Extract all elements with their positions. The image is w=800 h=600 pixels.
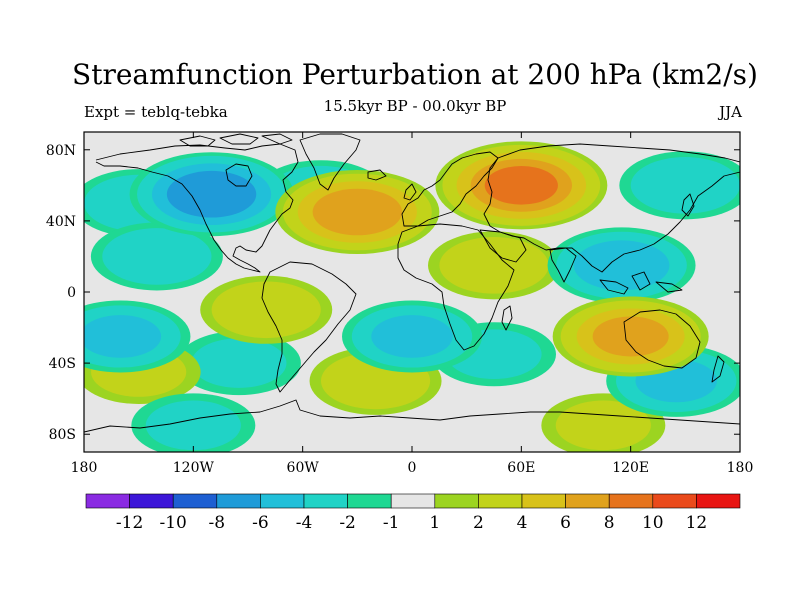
x-tick-label: 120W [173, 460, 215, 476]
anomaly-contour [84, 315, 162, 358]
anomaly-contour [166, 170, 257, 218]
colorbar-label: -8 [209, 513, 226, 533]
y-tick-label: 80N [46, 143, 76, 159]
coast-japan [681, 193, 695, 217]
colorbar-label: -10 [160, 513, 187, 533]
chart-subtitle: 15.5kyr BP - 00.0kyr BP [323, 97, 507, 115]
anomaly-contour [573, 240, 670, 291]
coast-south-america [261, 261, 357, 393]
y-tick-label: 0 [67, 285, 76, 301]
colorbar-label: -2 [339, 513, 356, 533]
anomaly-contour [371, 315, 453, 358]
colorbar-swatch [260, 493, 305, 509]
colorbar-label: -12 [116, 513, 143, 533]
colorbar-swatch [565, 493, 610, 509]
colorbar-label: 2 [473, 513, 484, 533]
colorbar-label: 6 [560, 513, 571, 533]
x-tick-label: 60W [287, 460, 320, 476]
axis-ticks: 180 120W 60W 0 60E 120E 180 80N 40N 0 40S 80S [46, 132, 753, 476]
coast-indonesia [599, 271, 683, 295]
x-tick-label: 180 [727, 460, 754, 476]
coast-hudson-bay [225, 163, 253, 187]
coast-iceland [367, 169, 387, 181]
anomaly-contour [191, 338, 287, 388]
colorbar-label: -6 [252, 513, 269, 533]
colorbar-swatch [390, 493, 436, 509]
colorbar-label: 4 [517, 513, 528, 533]
coast-africa [397, 223, 515, 351]
colorbar-label: -4 [296, 513, 313, 533]
anomaly-contour [145, 400, 241, 451]
season-label: JJA [719, 103, 742, 121]
anomaly-contour [484, 166, 558, 205]
experiment-label: Expt = teblq-tebka [84, 103, 228, 121]
coast-australia [623, 309, 701, 369]
coast-north-america [95, 143, 299, 273]
colorbar: -12 -10 -8 -6 -4 -2 -1 1 2 4 6 8 10 12 [85, 493, 741, 533]
colorbar-label: 12 [686, 513, 708, 533]
colorbar-swatch [608, 493, 654, 509]
coastlines [84, 133, 740, 433]
anomaly-contour [592, 316, 669, 357]
colorbar-swatch [696, 493, 741, 509]
anomaly-contour [439, 237, 549, 294]
chart-title: Streamfunction Perturbation at 200 hPa (… [72, 58, 758, 91]
x-tick-label: 0 [408, 460, 417, 476]
colorbar-swatch [129, 493, 174, 509]
anomaly-contour [211, 281, 321, 339]
anomaly-contour [630, 157, 740, 214]
y-tick-label: 40S [49, 356, 76, 372]
x-tick-label: 60E [507, 460, 535, 476]
colorbar-swatch [303, 493, 348, 509]
coast-madagascar [501, 305, 513, 331]
anomaly-field [84, 141, 740, 452]
x-tick-label: 180 [71, 460, 98, 476]
y-tick-label: 80S [49, 427, 76, 443]
coast-canadian-arctic [179, 133, 293, 147]
coast-greenland [299, 133, 361, 191]
coast-antarctica [84, 399, 740, 433]
coast-new-zealand [711, 355, 725, 383]
y-tick-label: 40N [46, 214, 76, 230]
colorbar-swatch [347, 493, 392, 509]
colorbar-swatch [652, 493, 697, 509]
colorbar-label: 1 [429, 513, 440, 533]
coast-arabia [479, 229, 527, 263]
coast-britain [403, 183, 417, 201]
colorbar-swatch [478, 493, 523, 509]
x-tick-label: 120E [612, 460, 649, 476]
coast-europe [401, 151, 499, 227]
colorbar-swatch [434, 493, 479, 509]
colorbar-swatch [216, 493, 261, 509]
coast-india [549, 247, 577, 283]
colorbar-swatch [85, 493, 130, 509]
anomaly-contour [102, 228, 212, 285]
coast-asia [483, 143, 740, 273]
anomaly-contour [312, 188, 403, 236]
colorbar-label: -1 [383, 513, 400, 533]
colorbar-swatch [172, 493, 218, 509]
colorbar-label: 8 [604, 513, 615, 533]
colorbar-swatch [521, 493, 566, 509]
colorbar-label: 10 [642, 513, 664, 533]
